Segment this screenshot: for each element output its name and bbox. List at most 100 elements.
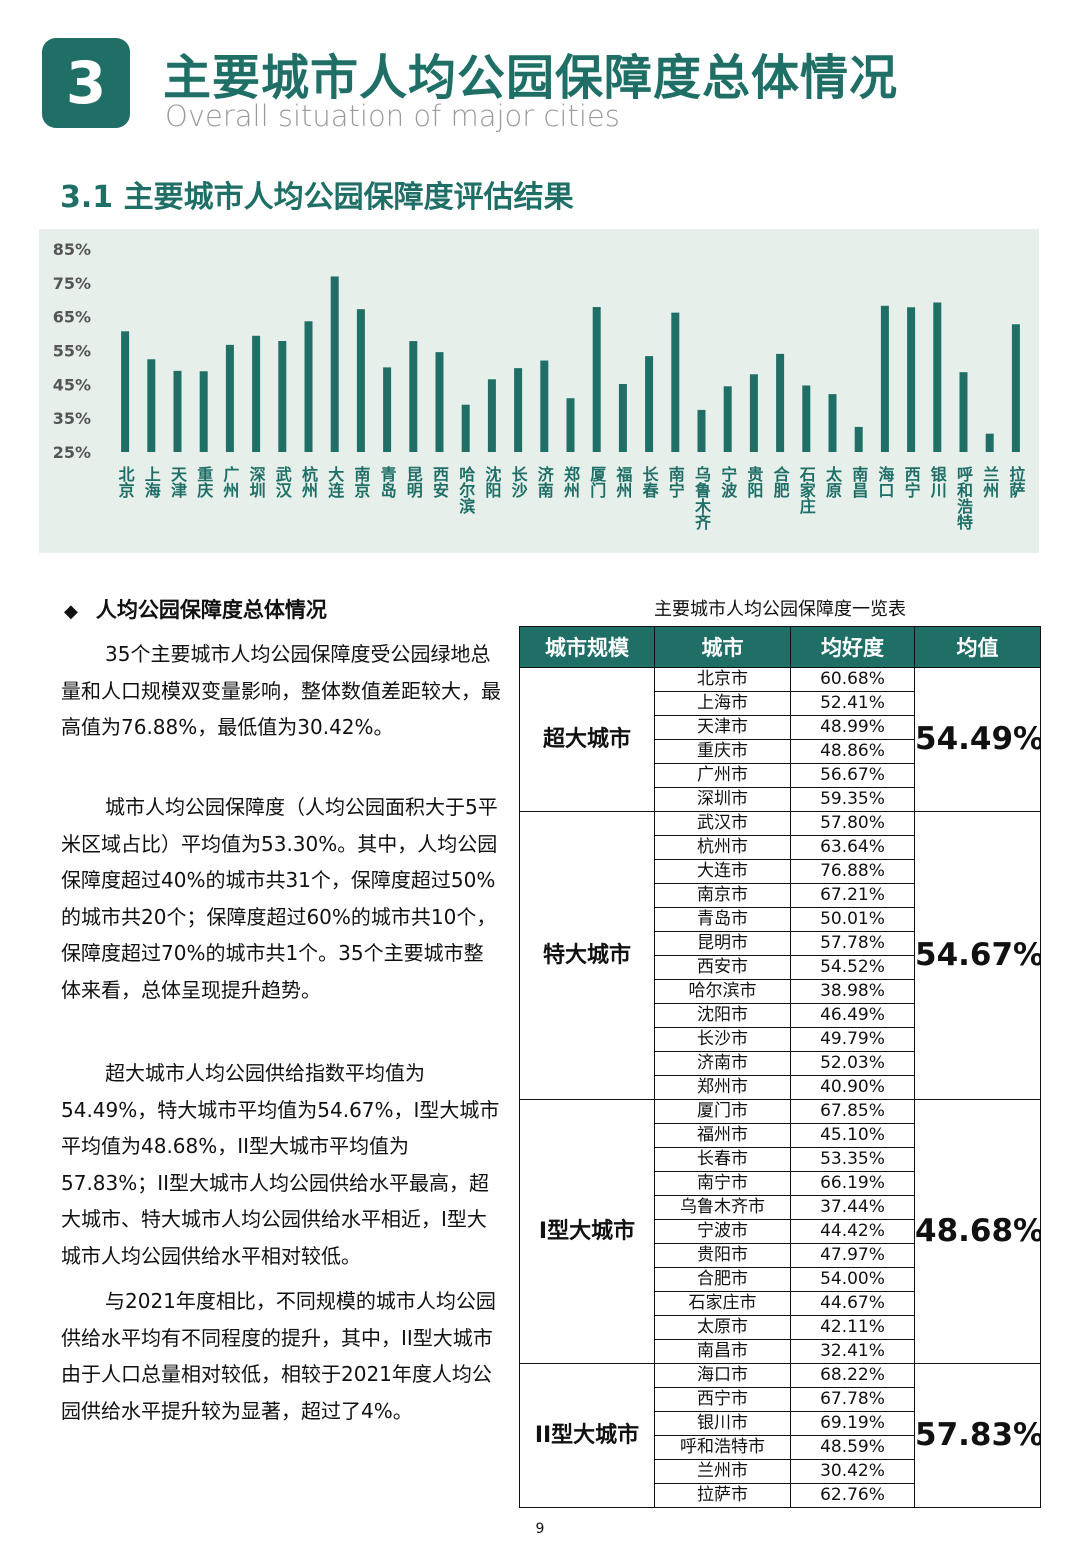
table-row: II型大城市 海口市 68.22% 57.83% (519, 1363, 1041, 1508)
city-name-cell: 厦门市 (654, 1099, 791, 1124)
group-average-cell: 48.68% (914, 1099, 1041, 1364)
city-name-cell: 乌鲁木齐市 (654, 1195, 791, 1220)
city-value-cell: 37.44% (790, 1195, 915, 1220)
chart-bar (435, 352, 444, 452)
group-average-cell: 54.49% (914, 667, 1041, 812)
chart-bar (330, 276, 339, 452)
bar-chart: 85% 75% 65% 55% 45% 35% 25% 北京 上海 天津 重庆 广州 深圳 武汉 杭州 大连南… (39, 229, 1039, 553)
x-tick-label: 厦门 (587, 466, 606, 499)
table-row: 南京市 67.21% (520, 883, 1041, 908)
x-tick-label: 银川 (928, 465, 948, 499)
chart-bar (514, 368, 523, 452)
y-tick-label: 35% (53, 409, 91, 428)
x-tick-label: 重庆 (194, 465, 214, 499)
city-scale-cell: 超大城市 (519, 667, 655, 812)
city-name-cell: 长春市 (654, 1147, 791, 1172)
table-row: 乌鲁木齐市 37.44% (520, 1195, 1041, 1220)
city-scale-cell: 特大城市 (519, 811, 655, 1100)
table-row: 石家庄市 44.67% (520, 1291, 1041, 1316)
x-tick-label: 沈阳 (482, 465, 501, 499)
x-tick-label: 上海 (142, 466, 161, 499)
header-scale: 城市规模 (519, 626, 655, 668)
city-value-cell: 69.19% (790, 1411, 915, 1436)
y-tick-label: 75% (53, 274, 91, 293)
table-header-row: 城市规模 城市 均好度 均值 (519, 626, 1041, 668)
text-section-heading: ◆ 人均公园保障度总体情况 (64, 594, 327, 624)
city-name-cell: 杭州市 (654, 835, 791, 860)
city-name-cell: 南昌市 (654, 1339, 791, 1364)
city-name-cell: 上海市 (654, 691, 791, 716)
city-name-cell: 昆明市 (654, 931, 791, 956)
city-value-cell: 46.49% (790, 1003, 915, 1028)
x-tick-label: 济南 (535, 465, 554, 499)
city-table: 城市规模 城市 均好度 均值 超大城市 北京市 60.68% 54.49% 上海市 52.… (519, 626, 1041, 1508)
x-tick-label: 广州 (220, 465, 240, 498)
table-row: 大连市 76.88% (520, 859, 1041, 884)
chart-bar (252, 335, 261, 452)
x-tick-label: 深圳 (247, 465, 266, 499)
city-value-cell: 54.00% (790, 1267, 915, 1292)
table-row: 特大城市 武汉市 57.80% 54.67% (519, 811, 1041, 1100)
chart-bar (985, 433, 994, 452)
city-name-cell: 武汉市 (654, 811, 791, 836)
city-name-cell: 拉萨市 (654, 1483, 791, 1508)
x-tick-label: 郑州 (561, 465, 581, 498)
city-name-cell: 福州市 (654, 1123, 791, 1148)
header-ratio: 均好度 (790, 626, 915, 668)
city-value-cell: 49.79% (790, 1027, 915, 1052)
city-value-cell: 57.80% (790, 811, 915, 836)
x-tick-label: 北京 (116, 466, 135, 499)
chart-bar (776, 353, 785, 452)
x-tick-label: 南昌 (849, 465, 868, 499)
city-value-cell: 59.35% (790, 787, 915, 812)
table-row: 重庆市 48.86% (520, 739, 1041, 764)
table-caption: 主要城市人均公园保障度一览表 (654, 599, 906, 620)
x-tick-label: 长沙 (509, 465, 528, 499)
x-tick-label: 长春 (640, 465, 660, 499)
city-name-cell: 太原市 (654, 1315, 791, 1340)
city-value-cell: 68.22% (790, 1363, 915, 1388)
chart-bar (225, 344, 234, 452)
city-name-cell: 北京市 (654, 667, 791, 692)
chart-bar (592, 307, 601, 452)
x-tick-label: 石家庄 (797, 466, 817, 515)
chapter-number: 3 (42, 38, 130, 128)
page-title: 主要城市人均公园保障度总体情况 (163, 50, 899, 106)
city-value-cell: 32.41% (790, 1339, 915, 1364)
table-row: 深圳市 59.35% (520, 787, 1041, 812)
city-name-cell: 海口市 (654, 1363, 791, 1388)
paragraph-3: 超大城市人均公园供给指数平均值为54.49%，特大城市平均值为54.67%，I型… (61, 1061, 500, 1268)
x-tick-label: 南宁 (666, 465, 685, 499)
x-tick-label: 南京 (351, 465, 370, 499)
chart-bar (907, 307, 916, 452)
city-value-cell: 50.01% (790, 907, 915, 932)
x-tick-label: 昆明 (404, 466, 423, 499)
y-tick-label: 85% (53, 240, 91, 259)
table-row: 西安市 54.52% (520, 955, 1041, 980)
table-row: 超大城市 北京市 60.68% 54.49% (519, 667, 1041, 812)
x-tick-label: 武汉 (273, 465, 292, 499)
x-tick-label: 天津 (168, 466, 187, 499)
city-value-cell: 44.67% (790, 1291, 915, 1316)
city-value-cell: 48.99% (790, 715, 915, 740)
page-number: 9 (535, 1521, 545, 1537)
table-row: 沈阳市 46.49% (520, 1003, 1041, 1028)
city-name-cell: 沈阳市 (654, 1003, 791, 1028)
table-row: 青岛市 50.01% (520, 907, 1041, 932)
city-name-cell: 石家庄市 (654, 1291, 791, 1316)
city-name-cell: 重庆市 (654, 739, 791, 764)
city-name-cell: 南京市 (654, 883, 791, 908)
city-value-cell: 45.10% (790, 1123, 915, 1148)
table-row: 长沙市 49.79% (520, 1027, 1041, 1052)
chart-bar (461, 404, 470, 452)
city-scale-cell: II型大城市 (519, 1363, 655, 1508)
city-value-cell: 62.76% (790, 1483, 915, 1508)
chart-bar (645, 356, 654, 452)
x-tick-label: 大连 (325, 465, 344, 499)
city-name-cell: 长沙市 (654, 1027, 791, 1052)
chart-bar (566, 398, 575, 452)
city-name-cell: 哈尔滨市 (654, 979, 791, 1004)
chart-bar (383, 367, 392, 452)
city-name-cell: 合肥市 (654, 1267, 791, 1292)
city-name-cell: 天津市 (654, 715, 791, 740)
